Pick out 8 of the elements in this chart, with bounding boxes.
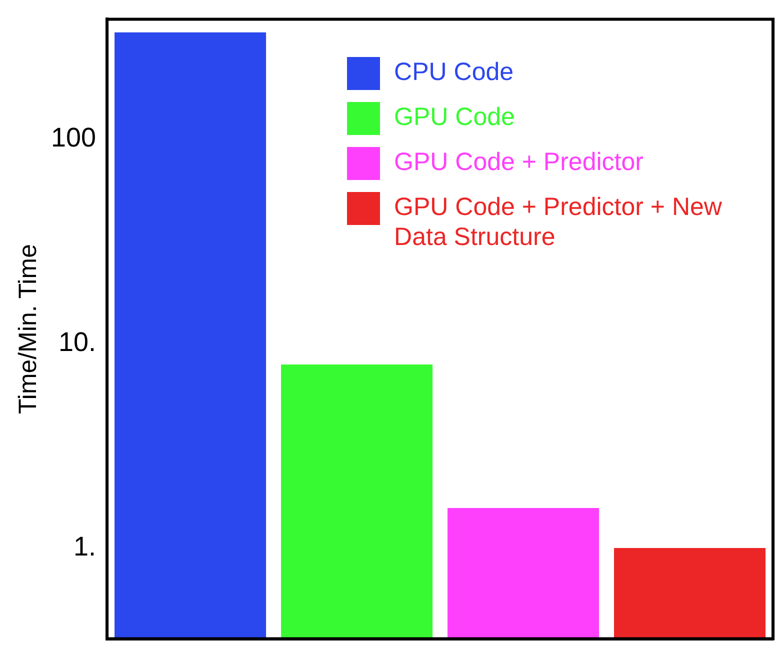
y-axis-title: Time/Min. Time <box>14 244 42 414</box>
y-tick-label: 1. <box>74 531 96 562</box>
y-tick-label: 10. <box>58 326 96 357</box>
legend-label: GPU Code + Predictor + New Data Structure <box>394 192 723 252</box>
y-tick-label: 100 <box>50 122 96 152</box>
legend-label: GPU Code <box>394 102 515 132</box>
legend-label: CPU Code <box>394 57 514 88</box>
legend-label: GPU Code + Predictor <box>394 147 644 178</box>
